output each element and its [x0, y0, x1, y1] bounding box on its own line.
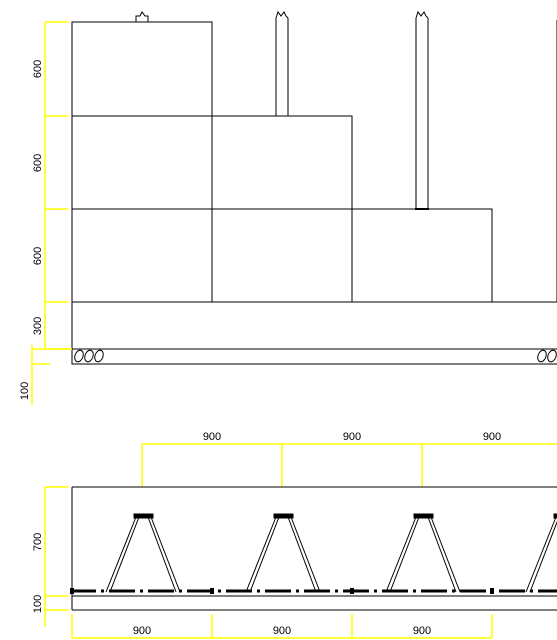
spacing-label: 900 [343, 431, 361, 443]
block [71, 208, 213, 303]
section-top-dimensions [141, 443, 557, 487]
spacing-label: 900 [413, 625, 431, 637]
spacing-label: 900 [203, 431, 221, 443]
rebar-line [70, 588, 557, 594]
section-bottom-dim-labels: 900 900 900 [133, 625, 431, 637]
footing-height-label: 100 [19, 382, 31, 400]
post-stub [135, 11, 149, 22]
block [71, 115, 213, 210]
course-height-label: 600 [32, 154, 44, 172]
truss [245, 513, 321, 593]
section-top-dim-labels: 900 900 900 [203, 431, 501, 443]
truss [105, 513, 181, 593]
course-height-label: 600 [32, 60, 44, 78]
elevation-dim-labels: 600 600 600 300 100 [19, 60, 44, 400]
post [415, 10, 429, 210]
block [211, 208, 353, 303]
rebar-symbol [74, 349, 104, 363]
section-left-dim-labels: 700 100 [32, 533, 44, 613]
footing [71, 348, 557, 365]
post [275, 10, 289, 116]
section-height-label: 700 [32, 533, 44, 551]
base-height-label: 300 [32, 317, 44, 335]
elevation-dimensions [31, 21, 72, 405]
block [71, 21, 213, 117]
rebar-symbol [537, 349, 557, 363]
section-left-dimensions [44, 486, 68, 627]
course-height-label: 600 [32, 247, 44, 265]
section-base-height-label: 100 [32, 595, 44, 613]
truss [385, 513, 461, 593]
block [351, 208, 493, 303]
section-view [71, 486, 557, 611]
spacing-label: 900 [273, 625, 291, 637]
truss [525, 513, 557, 593]
section-bottom-dimensions [71, 614, 493, 639]
elevation-view [71, 10, 557, 365]
spacing-label: 900 [133, 625, 151, 637]
spacing-label: 900 [483, 431, 501, 443]
block [211, 115, 353, 210]
